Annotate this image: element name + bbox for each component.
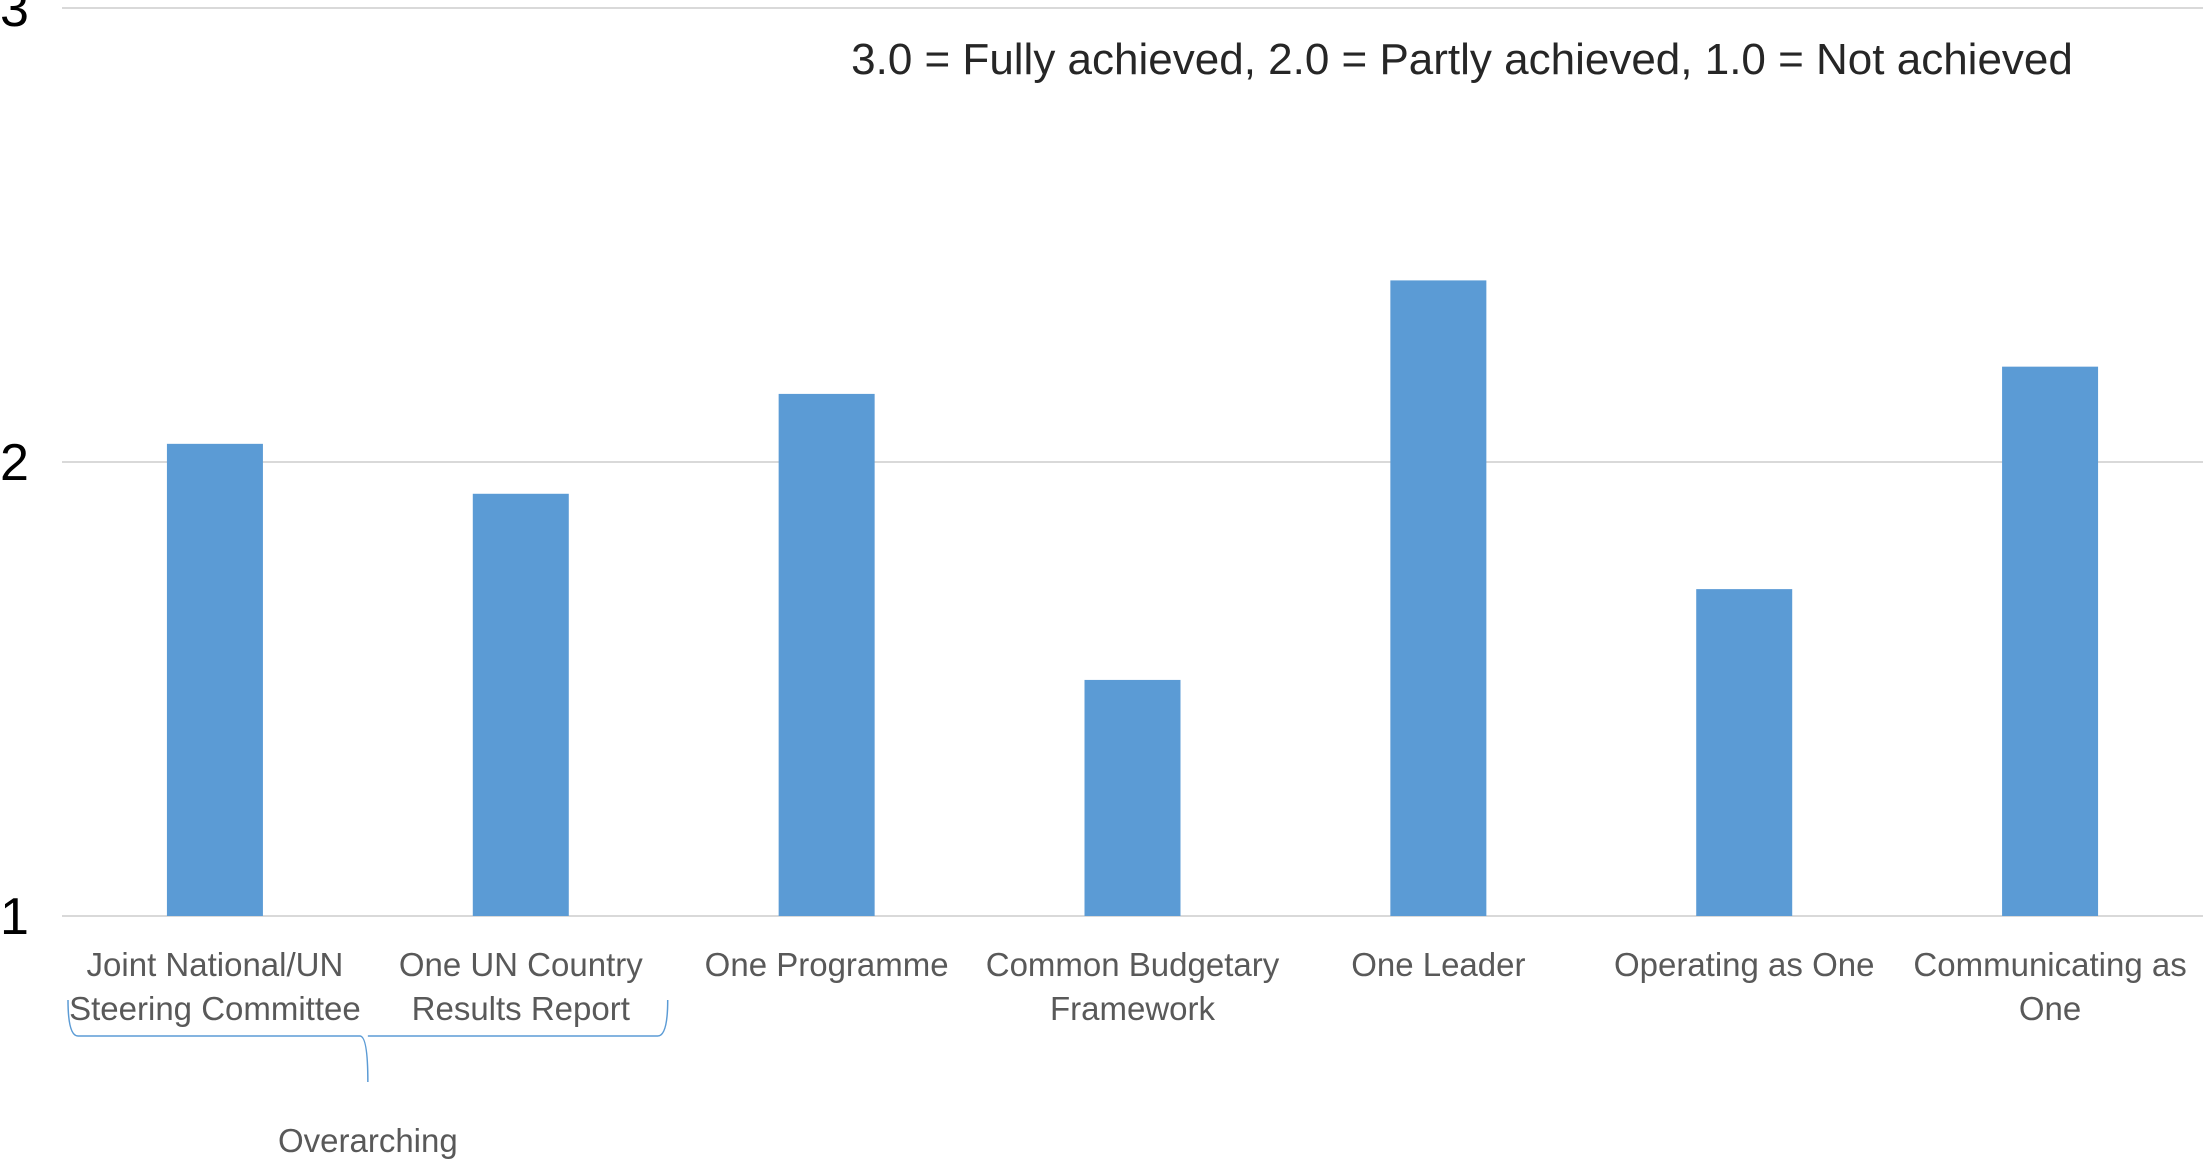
scale-annotation: 3.0 = Fully achieved, 2.0 = Partly achie… — [851, 35, 2073, 84]
bar-2 — [778, 393, 875, 916]
x-tick-label: Operating as One — [1614, 946, 1875, 983]
x-tick-label: One Leader — [1351, 946, 1525, 983]
bar-5 — [1696, 589, 1793, 916]
y-tick-label: 2 — [0, 434, 29, 492]
y-tick-label: 3 — [0, 0, 29, 38]
x-tick-label: Common Budgetary Framework — [986, 946, 1280, 1027]
x-tick-label: Joint National/UN Steering Committee — [69, 946, 361, 1027]
y-tick-label: 1 — [0, 888, 29, 946]
y-axis-ticks: 1 2 3 — [0, 0, 29, 946]
x-tick-label: One UN Country Results Report — [399, 946, 643, 1027]
bar-4 — [1390, 280, 1487, 916]
bar-1 — [472, 493, 569, 916]
bar-6 — [2002, 366, 2099, 916]
group-label: Overarching — [278, 1122, 458, 1159]
group-bracket — [67, 999, 669, 1083]
bar-3 — [1084, 679, 1181, 916]
x-tick-label: Communicating as One — [1913, 946, 2186, 1027]
category-group: Overarching — [67, 999, 669, 1159]
x-axis-labels: Joint National/UN Steering Committee One U… — [69, 946, 2187, 1027]
bar-0 — [166, 443, 263, 916]
bars — [166, 280, 2099, 916]
x-tick-label: One Programme — [705, 946, 949, 983]
